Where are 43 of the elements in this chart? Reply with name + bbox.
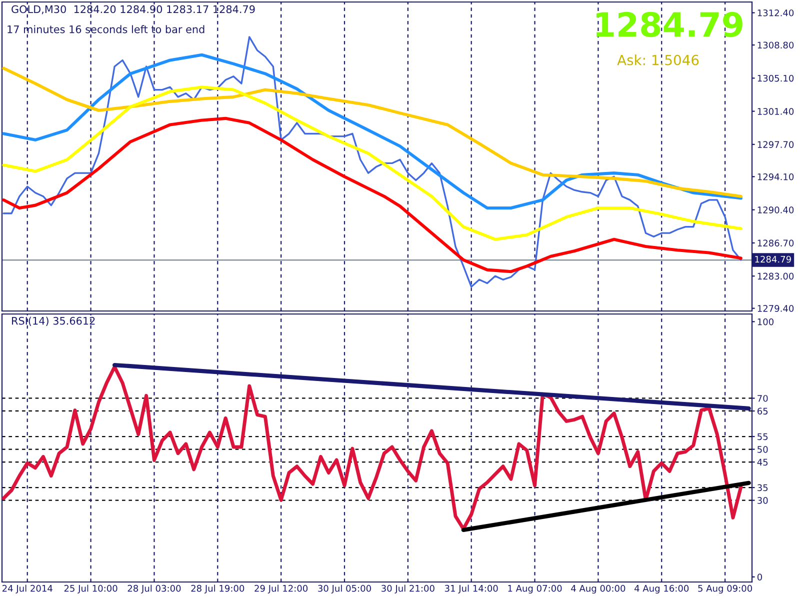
y-tick-label: 1301.40	[758, 108, 794, 115]
y-tick-label: 1294.10	[758, 173, 794, 180]
y-tick-label: 35	[758, 484, 768, 492]
y-tick-label: 1312.40	[758, 9, 794, 16]
x-tick-label: 25 Jul 10:00	[64, 584, 118, 594]
y-tick-label: 50	[758, 446, 768, 453]
line-series	[2, 116, 742, 274]
ref-line-label: 1284.79	[755, 256, 791, 263]
y-tick-label: 65	[757, 408, 768, 415]
y-tick-label: 1305.10	[758, 74, 794, 82]
y-tick-label: 1308.80	[758, 42, 794, 49]
x-tick-label: 29 Jul 12:00	[254, 584, 308, 594]
annotation: 17 minutes 16 seconds left to bar end	[8, 25, 204, 34]
y-tick-label: 45	[757, 458, 768, 466]
y-tick-label: 1286.70	[758, 240, 794, 246]
chart-title: GOLD,M30 1284.20 1284.90 1283.17 1284.79	[12, 5, 255, 14]
line-series	[2, 86, 742, 241]
y-tick-label: 1283.00	[758, 272, 794, 280]
y-tick-label: 55	[758, 433, 768, 440]
y-tick-label: 70	[758, 394, 768, 402]
x-tick-label: 28 Jul 03:00	[128, 584, 181, 594]
x-tick-label: 28 Jul 19:00	[191, 584, 244, 594]
x-tick-label: 30 Jul 05:00	[318, 584, 371, 594]
y-tick-label: 1290.40	[758, 206, 794, 214]
x-tick-label: 5 Aug 09:00	[698, 584, 752, 594]
line-series	[2, 66, 742, 198]
chart-title: RSI(14) 35.6612	[12, 316, 95, 326]
line-series	[2, 36, 742, 288]
annotation: 1284.79	[596, 12, 742, 38]
line-series	[2, 53, 742, 210]
y-tick-label: 30	[758, 497, 768, 504]
x-tick-label: 24 Jul 2014	[2, 584, 52, 594]
x-tick-label: 4 Aug 16:00	[634, 584, 689, 594]
x-tick-label: 4 Aug 00:00	[571, 584, 626, 594]
x-tick-label: 1 Aug 07:00	[508, 584, 562, 594]
annotation: Ask: 1.5046	[617, 54, 699, 66]
y-tick-label: 100	[758, 318, 774, 326]
y-tick-label: 1297.70	[758, 141, 794, 148]
x-tick-label: 31 Jul 14:00	[444, 584, 498, 594]
y-tick-label: 0	[757, 574, 762, 580]
y-tick-label: 1279.40	[758, 305, 794, 312]
line-series	[2, 365, 743, 531]
x-tick-label: 30 Jul 21:00	[382, 584, 434, 594]
